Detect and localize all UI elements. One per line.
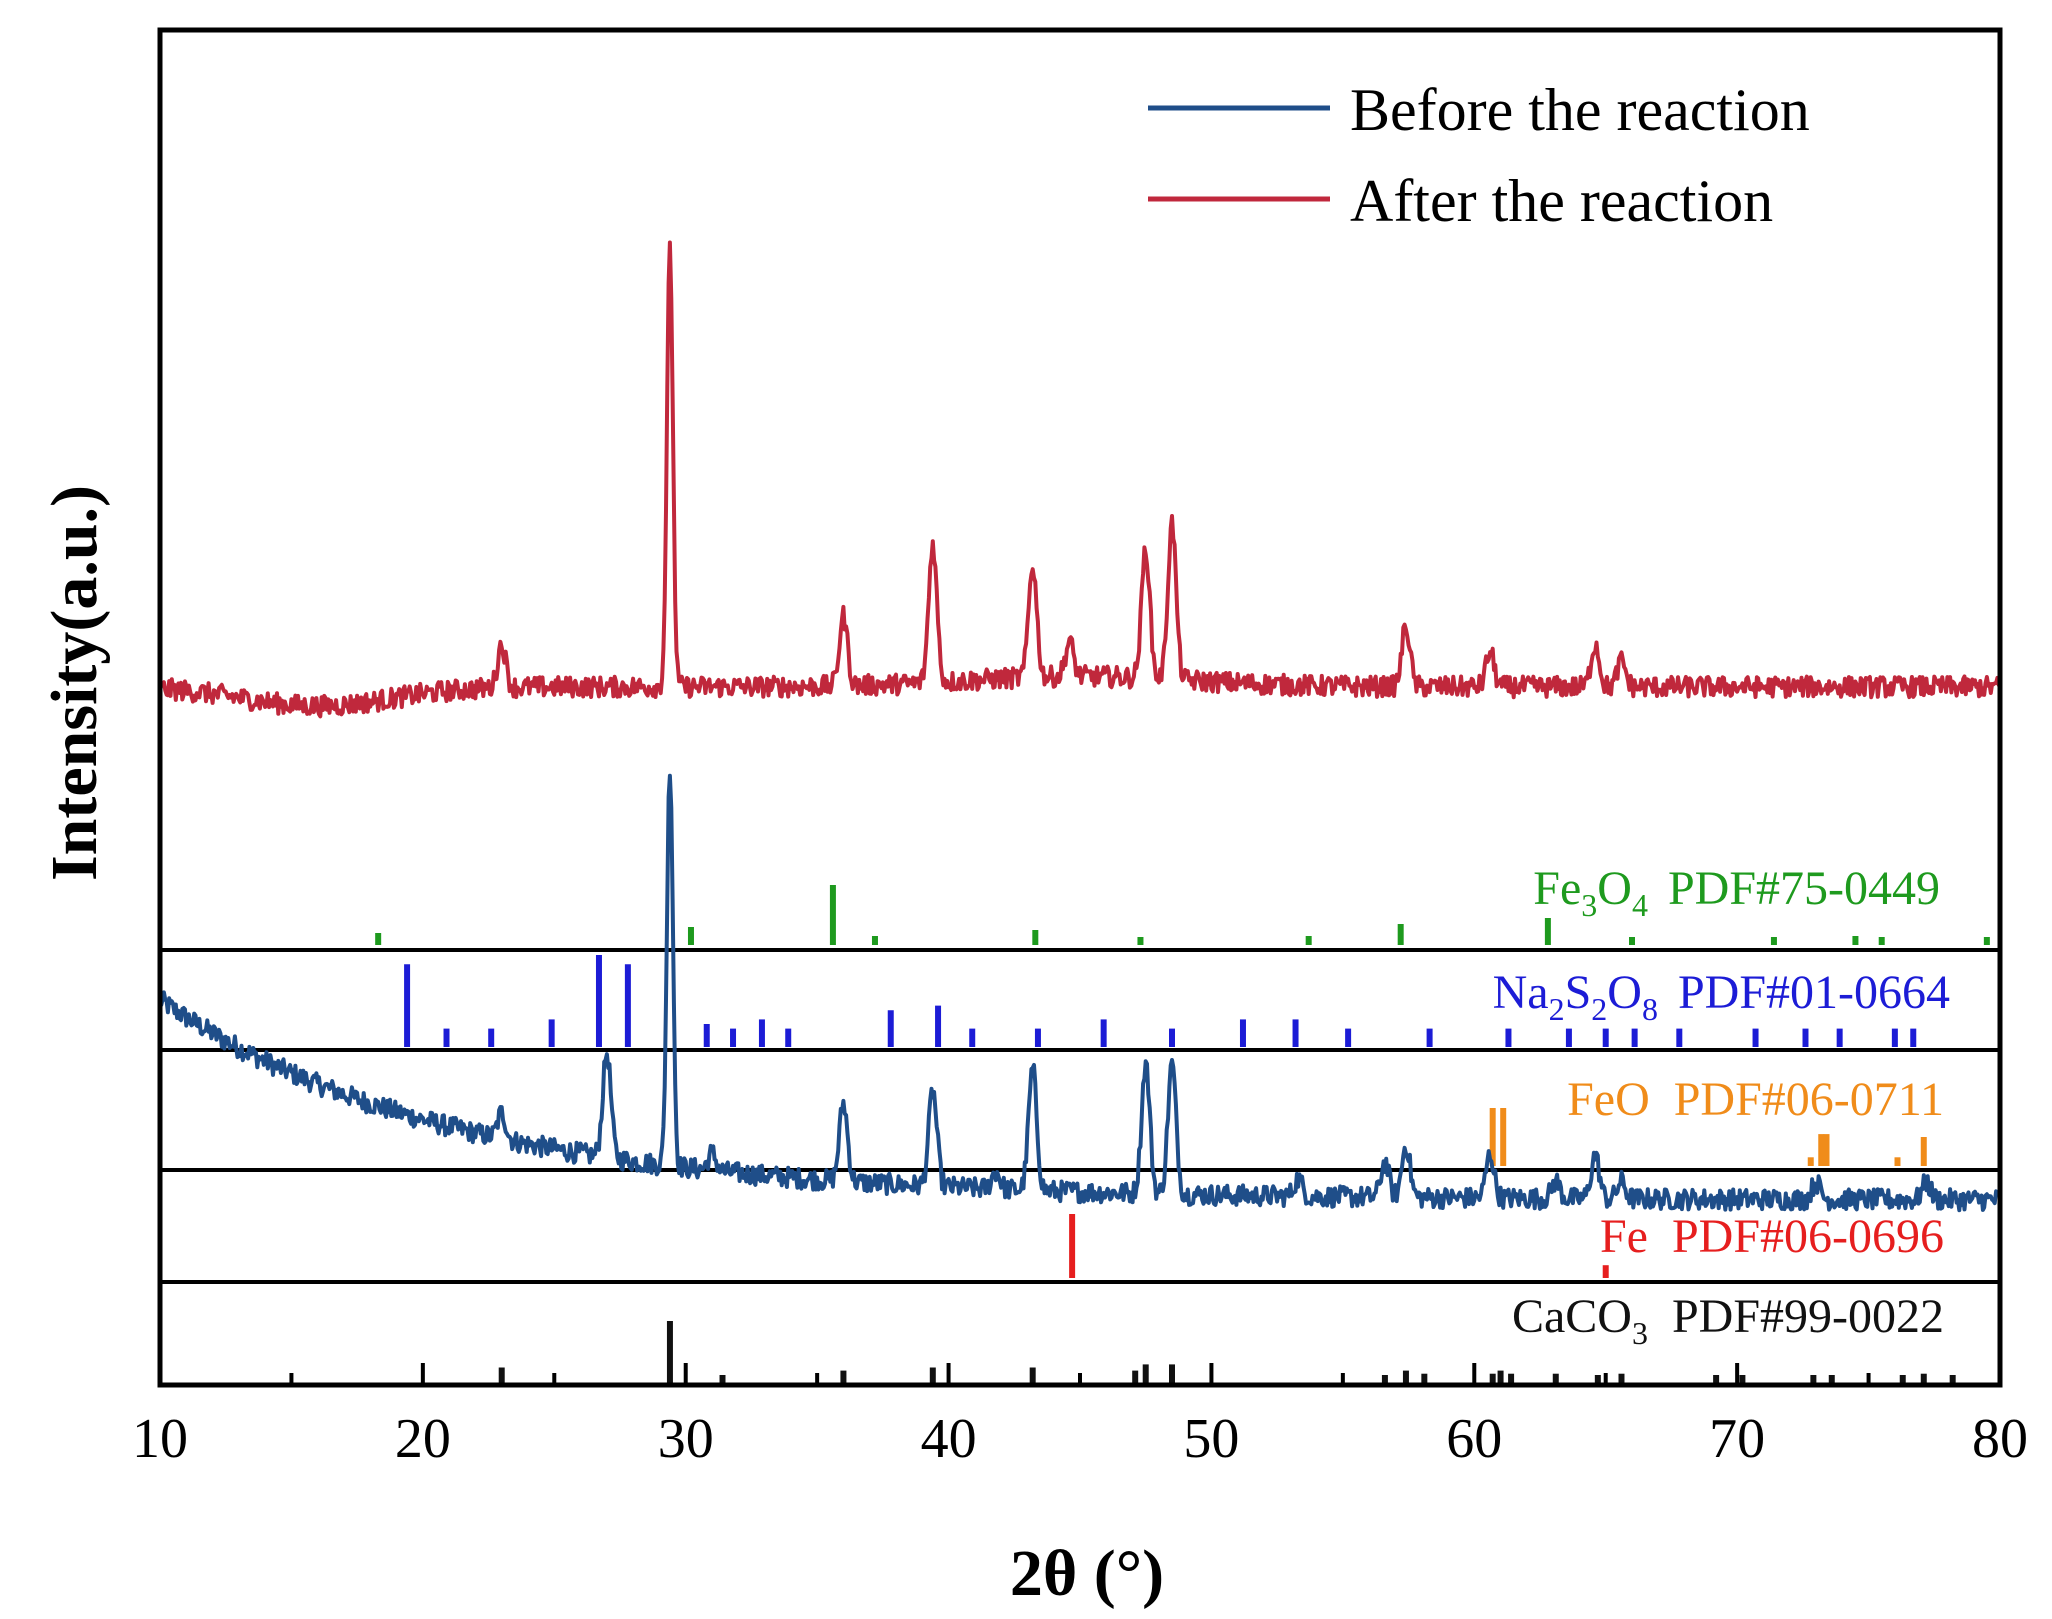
series-line-before — [158, 773, 2001, 1213]
x-tick-label: 80 — [1972, 1408, 2028, 1470]
legend-label-before: Before the reaction — [1350, 77, 1810, 143]
ref-label-caco3: CaCO3 PDF#99-0022 — [1512, 1290, 1944, 1351]
reference-labels: Fe3O4 PDF#75-0449 Na2S2O8 PDF#01-0664 FeO P… — [1493, 862, 1950, 1351]
legend: Before the reaction After the reaction — [1148, 77, 1810, 234]
series-layer — [158, 240, 2002, 1213]
x-tick-label: 70 — [1709, 1408, 1765, 1470]
series-line-after — [158, 240, 2002, 719]
legend-label-after: After the reaction — [1350, 168, 1773, 234]
x-tick-label: 40 — [921, 1408, 977, 1470]
x-tick-label: 30 — [658, 1408, 714, 1470]
axis-layer: 10 20 30 40 50 60 70 80 — [132, 27, 2028, 1470]
x-tick-label: 60 — [1446, 1408, 1502, 1470]
panel-layer — [160, 948, 2000, 1284]
ref-label-fe: Fe PDF#06-0696 — [1600, 1210, 1944, 1263]
ref-label-na2s2o8: Na2S2O8 PDF#01-0664 — [1493, 966, 1950, 1027]
pattern-layer — [375, 885, 1990, 1383]
y-axis-title: Intensity(a.u.) — [38, 485, 111, 881]
x-tick-label: 10 — [132, 1408, 188, 1470]
x-tick-label: 20 — [395, 1408, 451, 1470]
x-tick-label: 50 — [1183, 1408, 1239, 1470]
ref-label-fe3o4: Fe3O4 PDF#75-0449 — [1533, 862, 1940, 923]
x-axis-title: 2θ (°) — [1010, 1537, 1164, 1610]
ref-label-feo: FeO PDF#06-0711 — [1567, 1073, 1944, 1126]
